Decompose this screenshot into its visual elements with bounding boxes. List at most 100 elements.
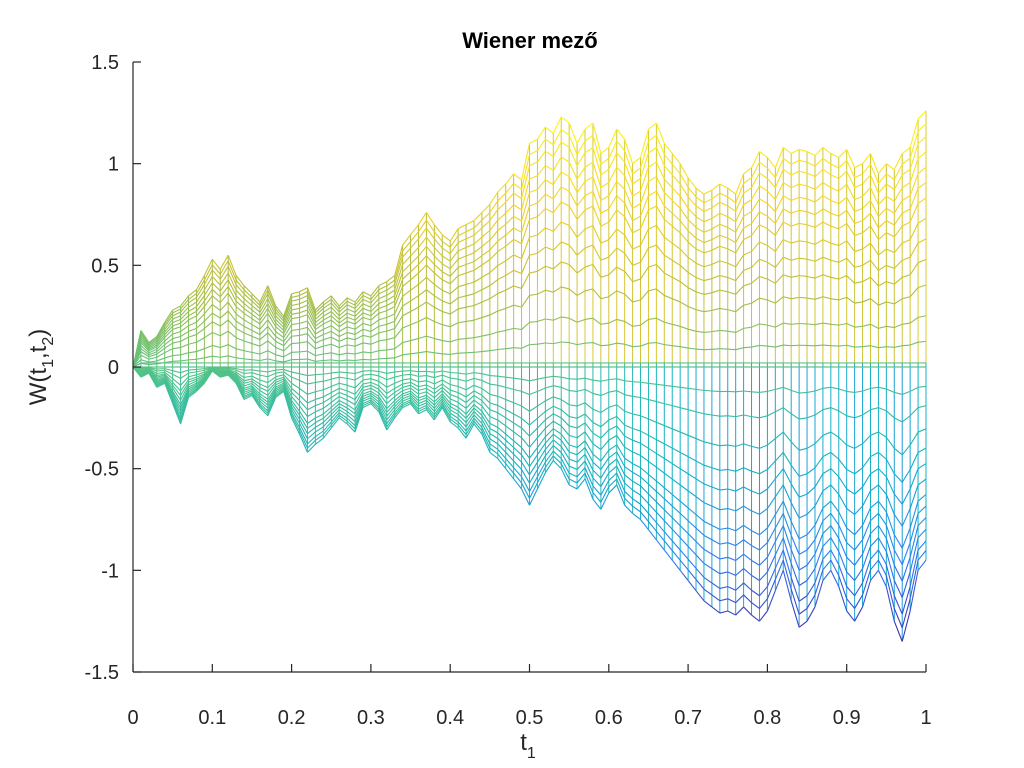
- mesh-row-lower: [822, 431, 832, 436]
- mesh-row-lower: [370, 387, 380, 394]
- mesh-row-lower: [743, 390, 752, 393]
- mesh-row-lower: [243, 378, 253, 382]
- mesh-row-lower: [782, 452, 792, 466]
- mesh-row-lower: [854, 467, 863, 475]
- mesh-row-lower: [410, 387, 419, 395]
- mesh-row-upper: [735, 327, 744, 333]
- mesh-row-upper: [196, 313, 205, 323]
- mesh-row-upper: [489, 310, 499, 316]
- mesh-row-lower: [441, 398, 451, 411]
- mesh-row-upper: [220, 344, 229, 348]
- mesh-row-upper: [703, 249, 713, 254]
- mesh-row-lower: [465, 417, 475, 432]
- mesh-row-lower: [394, 400, 404, 411]
- mesh-row-upper: [426, 289, 435, 297]
- mesh-row-upper: [331, 343, 340, 348]
- mesh-row-lower: [592, 461, 602, 470]
- mesh-row-upper: [695, 187, 705, 195]
- mesh-row-lower: [433, 400, 443, 412]
- mesh-row-lower: [164, 368, 173, 372]
- mesh-row-lower: [243, 372, 253, 375]
- mesh-row-upper: [719, 245, 728, 250]
- mesh-row-lower: [315, 434, 324, 441]
- mesh-row-upper: [561, 241, 570, 246]
- mesh-row-upper: [735, 227, 745, 243]
- mesh-row-lower: [608, 465, 618, 474]
- mesh-row-lower: [576, 440, 586, 448]
- mesh-row-lower: [291, 406, 300, 420]
- mesh-row-lower: [870, 537, 879, 547]
- mesh-row-lower: [608, 478, 618, 488]
- mesh-row-lower: [489, 447, 499, 455]
- mesh-row-upper: [291, 316, 300, 320]
- mesh-row-lower: [703, 520, 713, 526]
- mesh-row-upper: [695, 348, 705, 351]
- mesh-row-upper: [529, 202, 538, 207]
- mesh-row-upper: [394, 305, 404, 322]
- mesh-row-lower: [751, 574, 760, 581]
- mesh-row-lower: [806, 390, 816, 393]
- mesh-row-upper: [886, 232, 895, 238]
- mesh-row-lower: [569, 415, 578, 419]
- mesh-row-lower: [743, 582, 752, 591]
- mesh-row-upper: [862, 259, 871, 266]
- mesh-row-upper: [695, 196, 705, 204]
- mesh-row-lower: [473, 390, 483, 396]
- mesh-row-upper: [449, 275, 459, 285]
- mesh-row-upper: [481, 249, 491, 257]
- mesh-row-lower: [663, 520, 673, 530]
- mesh-row-upper: [378, 316, 387, 321]
- mesh-row-upper: [846, 160, 856, 178]
- mesh-row-lower: [196, 377, 205, 384]
- mesh-row-lower: [394, 393, 403, 401]
- mesh-row-lower: [584, 402, 594, 410]
- mesh-row-upper: [552, 286, 562, 293]
- mesh-row-lower: [307, 417, 316, 424]
- mesh-row-upper: [259, 312, 269, 325]
- mesh-row-upper: [584, 342, 593, 344]
- mesh-row-upper: [790, 209, 800, 214]
- mesh-row-upper: [148, 363, 157, 366]
- mesh-row-lower: [822, 559, 832, 571]
- mesh-row-lower: [386, 396, 396, 404]
- mesh-row-lower: [275, 389, 284, 397]
- x-tick-label: 0.6: [595, 707, 623, 729]
- mesh-row-lower: [180, 397, 190, 425]
- mesh-row-lower: [418, 380, 427, 383]
- mesh-row-upper: [679, 195, 689, 209]
- mesh-row-lower: [410, 401, 419, 412]
- mesh-row-upper: [156, 322, 166, 337]
- mesh-row-lower: [521, 390, 530, 396]
- mesh-row-upper: [211, 269, 221, 280]
- mesh-row-upper: [552, 201, 562, 213]
- mesh-row-upper: [806, 275, 816, 279]
- mesh-row-upper: [156, 337, 166, 348]
- mesh-row-lower: [901, 508, 911, 527]
- mesh-row-lower: [743, 486, 752, 492]
- mesh-row-upper: [545, 289, 554, 293]
- mesh-row-upper: [505, 239, 514, 247]
- mesh-row-upper: [505, 254, 514, 262]
- mesh-row-upper: [140, 340, 150, 350]
- mesh-row-lower: [616, 458, 626, 476]
- mesh-row-upper: [774, 296, 784, 304]
- mesh-row-lower: [227, 374, 237, 384]
- mesh-row-upper: [759, 185, 768, 192]
- mesh-row-lower: [901, 488, 911, 505]
- mesh-row-lower: [624, 424, 633, 429]
- mesh-row-upper: [346, 326, 356, 330]
- mesh-row-upper: [227, 319, 237, 329]
- mesh-row-lower: [664, 458, 673, 465]
- mesh-row-lower: [877, 484, 887, 495]
- mesh-row-upper: [235, 313, 245, 321]
- mesh-row-upper: [164, 329, 174, 338]
- mesh-row-upper: [862, 345, 871, 348]
- mesh-row-upper: [219, 330, 229, 337]
- mesh-row-upper: [767, 228, 776, 236]
- mesh-row-lower: [616, 478, 626, 499]
- mesh-row-upper: [790, 196, 800, 201]
- mesh-row-lower: [545, 375, 554, 379]
- mesh-row-upper: [521, 219, 531, 244]
- mesh-row-lower: [235, 369, 245, 375]
- mesh-row-lower: [901, 542, 911, 565]
